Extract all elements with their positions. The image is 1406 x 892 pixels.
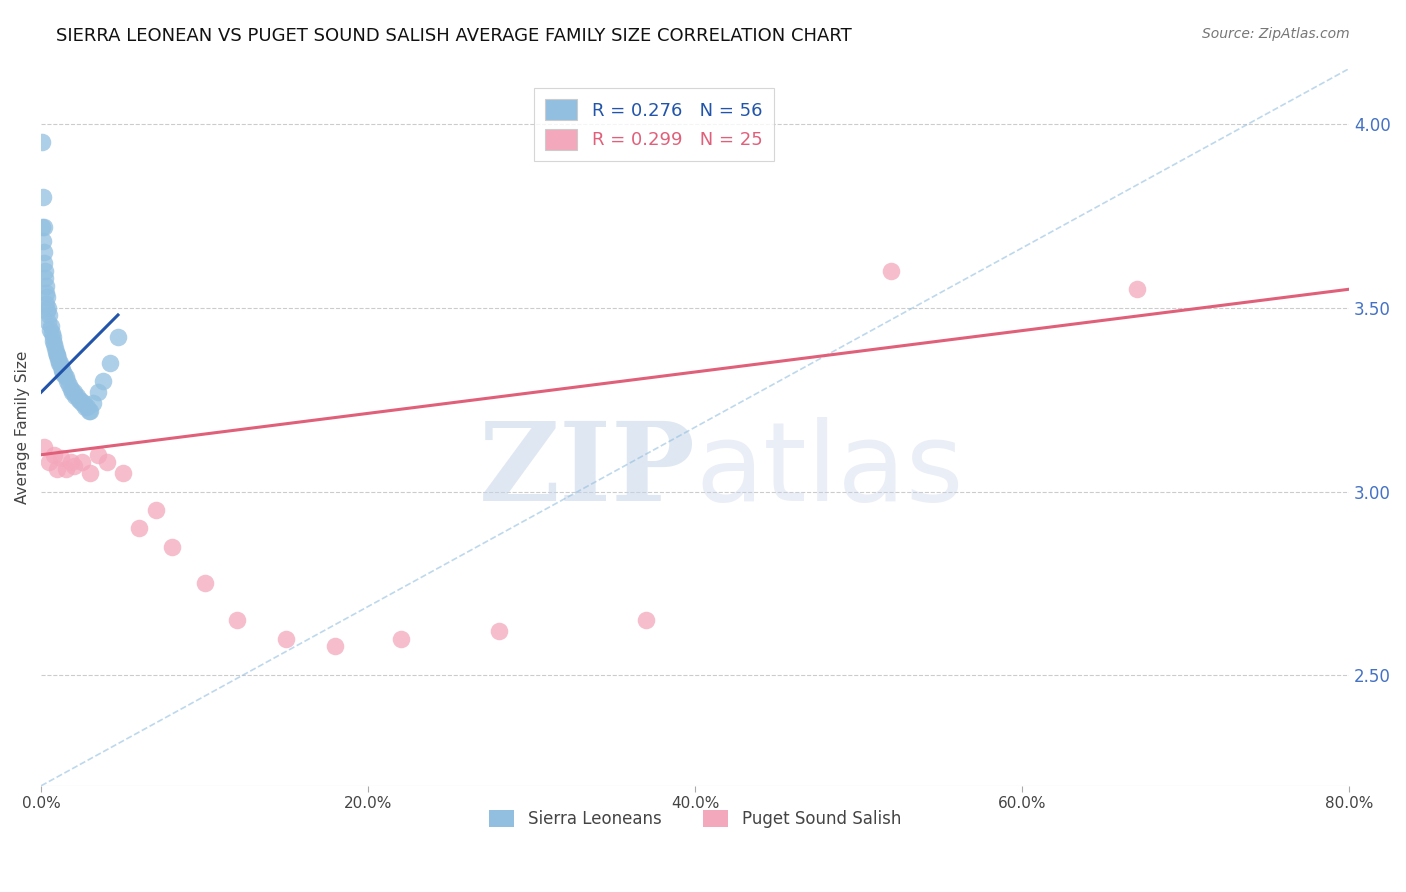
Point bbox=[488, 624, 510, 639]
Point bbox=[35, 289, 58, 303]
Point bbox=[37, 304, 59, 318]
Point bbox=[226, 613, 249, 627]
Point bbox=[35, 278, 58, 293]
Point bbox=[56, 374, 79, 388]
Point bbox=[46, 348, 69, 362]
Point bbox=[325, 639, 347, 653]
Point bbox=[34, 441, 56, 455]
Point bbox=[44, 341, 66, 355]
Text: ZIP: ZIP bbox=[478, 417, 695, 524]
Point bbox=[70, 455, 93, 469]
Point bbox=[59, 382, 82, 396]
Point bbox=[46, 352, 69, 367]
Point bbox=[39, 323, 62, 337]
Point bbox=[45, 348, 67, 362]
Point bbox=[44, 337, 66, 351]
Point bbox=[49, 359, 72, 374]
Point bbox=[75, 400, 97, 414]
Point bbox=[69, 392, 91, 407]
Point bbox=[70, 396, 93, 410]
Point bbox=[49, 356, 72, 370]
Point bbox=[37, 301, 59, 315]
Point bbox=[41, 330, 63, 344]
Point bbox=[79, 466, 101, 480]
Text: atlas: atlas bbox=[695, 417, 963, 524]
Point bbox=[107, 330, 129, 344]
Point bbox=[194, 576, 217, 591]
Point bbox=[880, 264, 903, 278]
Point bbox=[145, 503, 167, 517]
Point bbox=[636, 613, 658, 627]
Point bbox=[32, 235, 55, 249]
Point bbox=[59, 455, 82, 469]
Point bbox=[82, 396, 104, 410]
Point bbox=[39, 318, 62, 333]
Point bbox=[51, 363, 73, 377]
Point bbox=[79, 403, 101, 417]
Point bbox=[53, 367, 76, 381]
Point bbox=[38, 308, 60, 322]
Point bbox=[96, 455, 118, 469]
Point bbox=[62, 385, 84, 400]
Point bbox=[276, 632, 298, 646]
Point bbox=[389, 632, 412, 646]
Point bbox=[45, 344, 67, 359]
Point bbox=[72, 396, 94, 410]
Point bbox=[62, 458, 84, 473]
Point bbox=[31, 219, 53, 234]
Point bbox=[60, 385, 83, 400]
Point bbox=[111, 466, 134, 480]
Point bbox=[67, 392, 90, 407]
Point bbox=[34, 285, 56, 300]
Point bbox=[49, 451, 72, 466]
Point bbox=[58, 377, 80, 392]
Point bbox=[55, 370, 77, 384]
Point bbox=[1125, 282, 1147, 296]
Y-axis label: Average Family Size: Average Family Size bbox=[15, 351, 30, 504]
Text: SIERRA LEONEAN VS PUGET SOUND SALISH AVERAGE FAMILY SIZE CORRELATION CHART: SIERRA LEONEAN VS PUGET SOUND SALISH AVE… bbox=[56, 27, 852, 45]
Point bbox=[55, 462, 77, 476]
Point bbox=[31, 190, 53, 204]
Point bbox=[32, 256, 55, 270]
Point bbox=[32, 219, 55, 234]
Text: Source: ZipAtlas.com: Source: ZipAtlas.com bbox=[1202, 27, 1350, 41]
Point bbox=[98, 356, 121, 370]
Point bbox=[35, 297, 58, 311]
Point bbox=[87, 385, 110, 400]
Point bbox=[65, 389, 87, 403]
Point bbox=[51, 363, 73, 377]
Point bbox=[34, 245, 56, 260]
Point bbox=[87, 448, 110, 462]
Point bbox=[38, 455, 60, 469]
Point bbox=[91, 374, 114, 388]
Point bbox=[128, 521, 150, 535]
Legend: Sierra Leoneans, Puget Sound Salish: Sierra Leoneans, Puget Sound Salish bbox=[482, 804, 908, 835]
Point bbox=[160, 540, 183, 554]
Point bbox=[42, 334, 65, 348]
Point bbox=[76, 400, 98, 414]
Point bbox=[41, 326, 63, 341]
Point bbox=[34, 264, 56, 278]
Point bbox=[48, 356, 70, 370]
Point bbox=[44, 448, 66, 462]
Point bbox=[77, 403, 100, 417]
Point bbox=[46, 462, 69, 476]
Point bbox=[52, 367, 75, 381]
Point bbox=[37, 315, 59, 329]
Point bbox=[66, 389, 89, 403]
Point bbox=[31, 135, 53, 149]
Point bbox=[34, 271, 56, 285]
